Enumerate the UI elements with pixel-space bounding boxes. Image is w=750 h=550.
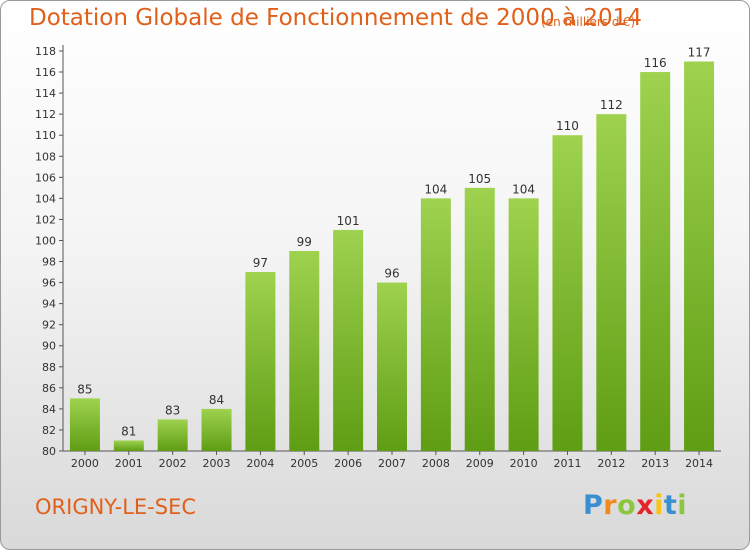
logo-letter: r bbox=[603, 490, 618, 521]
bar-2005 bbox=[289, 251, 320, 451]
chart-title: Dotation Globale de Fonctionnement de 20… bbox=[29, 5, 642, 31]
x-tick-label: 2004 bbox=[246, 457, 274, 470]
y-axis: 80 82 84 86 88 90 92 94 96 98 100 102 104 106 108 110 11… bbox=[35, 45, 64, 458]
data-label-2000: 85 bbox=[77, 382, 92, 396]
bar-2002 bbox=[157, 419, 188, 451]
x-tick-label: 2000 bbox=[71, 457, 99, 470]
bar-2007 bbox=[377, 282, 407, 451]
x-tick-label: 2011 bbox=[553, 457, 581, 470]
bar-2008 bbox=[420, 198, 451, 451]
x-tick-label: 2002 bbox=[159, 457, 187, 470]
y-tick-label: 88 bbox=[42, 361, 56, 374]
data-label-2005: 99 bbox=[297, 235, 312, 249]
bar-2011 bbox=[552, 135, 583, 452]
y-tick-label: 84 bbox=[42, 403, 56, 416]
logo-letter: i bbox=[677, 490, 688, 521]
bar-2013 bbox=[640, 72, 671, 451]
bar-2006 bbox=[333, 229, 364, 451]
data-label-2004: 97 bbox=[253, 256, 268, 270]
y-tick-label: 96 bbox=[42, 277, 56, 290]
x-tick-label: 2008 bbox=[422, 457, 450, 470]
logo-letter: t bbox=[663, 490, 678, 521]
y-tick-label: 86 bbox=[42, 382, 56, 395]
data-label-2008: 104 bbox=[424, 182, 447, 196]
y-tick-label: 100 bbox=[35, 234, 56, 247]
bar-2014 bbox=[684, 61, 715, 452]
data-label-2012: 112 bbox=[600, 98, 623, 112]
bar-2010 bbox=[508, 198, 539, 451]
y-tick-label: 90 bbox=[42, 340, 56, 353]
logo-letter: x bbox=[636, 490, 655, 521]
bar-2001 bbox=[113, 440, 144, 451]
bar-chart: 80 82 84 86 88 90 92 94 96 98 100 102 104 106 108 110 11… bbox=[35, 45, 721, 470]
y-tick-label: 82 bbox=[42, 424, 56, 437]
x-tick-label: 2010 bbox=[510, 457, 538, 470]
y-tick-label: 110 bbox=[35, 129, 56, 142]
x-tick-label: 2009 bbox=[466, 457, 494, 470]
data-label-2010: 104 bbox=[512, 182, 535, 196]
y-tick-label: 104 bbox=[35, 192, 56, 205]
commune-name: ORIGNY-LE-SEC bbox=[35, 495, 197, 519]
y-tick-label: 112 bbox=[35, 108, 56, 121]
y-tick-label: 92 bbox=[42, 319, 56, 332]
x-tick-label: 2012 bbox=[597, 457, 625, 470]
bars bbox=[69, 61, 715, 452]
data-label-2014: 117 bbox=[688, 46, 711, 60]
data-label-2002: 83 bbox=[165, 403, 180, 417]
logo-letter: o bbox=[617, 490, 637, 521]
bar-2012 bbox=[596, 114, 627, 451]
data-label-2013: 116 bbox=[644, 56, 667, 70]
y-tick-label: 106 bbox=[35, 171, 56, 184]
y-tick-label: 114 bbox=[35, 87, 56, 100]
bar-2000 bbox=[69, 398, 100, 451]
data-label-2007: 96 bbox=[384, 267, 399, 281]
logo-letter: i bbox=[654, 490, 664, 521]
data-label-2003: 84 bbox=[209, 393, 224, 407]
chart-subtitle: (en milliers d'€) bbox=[541, 15, 636, 29]
data-label-2001: 81 bbox=[121, 424, 136, 438]
x-tick-label: 2003 bbox=[203, 457, 231, 470]
data-label-2009: 105 bbox=[468, 172, 491, 186]
y-tick-label: 116 bbox=[35, 66, 56, 79]
bar-2004 bbox=[245, 272, 276, 451]
data-label-2006: 101 bbox=[337, 214, 360, 228]
data-label-2011: 110 bbox=[556, 119, 579, 133]
y-tick-label: 108 bbox=[35, 150, 56, 163]
y-tick-label: 94 bbox=[42, 298, 56, 311]
bar-2009 bbox=[464, 187, 495, 451]
x-tick-label: 2006 bbox=[334, 457, 362, 470]
x-tick-label: 2013 bbox=[641, 457, 669, 470]
x-tick-label: 2007 bbox=[378, 457, 406, 470]
data-labels: 85 81 83 84 97 99 101 96 104 105 104 110 112 116 117 bbox=[77, 46, 710, 439]
proxiti-logo[interactable]: Proxiti bbox=[583, 490, 687, 521]
x-tick-label: 2001 bbox=[115, 457, 143, 470]
x-tick-label: 2005 bbox=[290, 457, 318, 470]
y-tick-label: 118 bbox=[35, 45, 56, 58]
bar-2003 bbox=[201, 408, 232, 451]
y-tick-label: 98 bbox=[42, 256, 56, 269]
logo-letter: P bbox=[583, 490, 604, 521]
y-tick-label: 102 bbox=[35, 213, 56, 226]
x-axis: 2000 2001 2002 2003 2004 2005 2006 2007 2008 2009… bbox=[63, 450, 721, 470]
y-tick-label: 80 bbox=[42, 445, 56, 458]
x-tick-label: 2014 bbox=[685, 457, 713, 470]
